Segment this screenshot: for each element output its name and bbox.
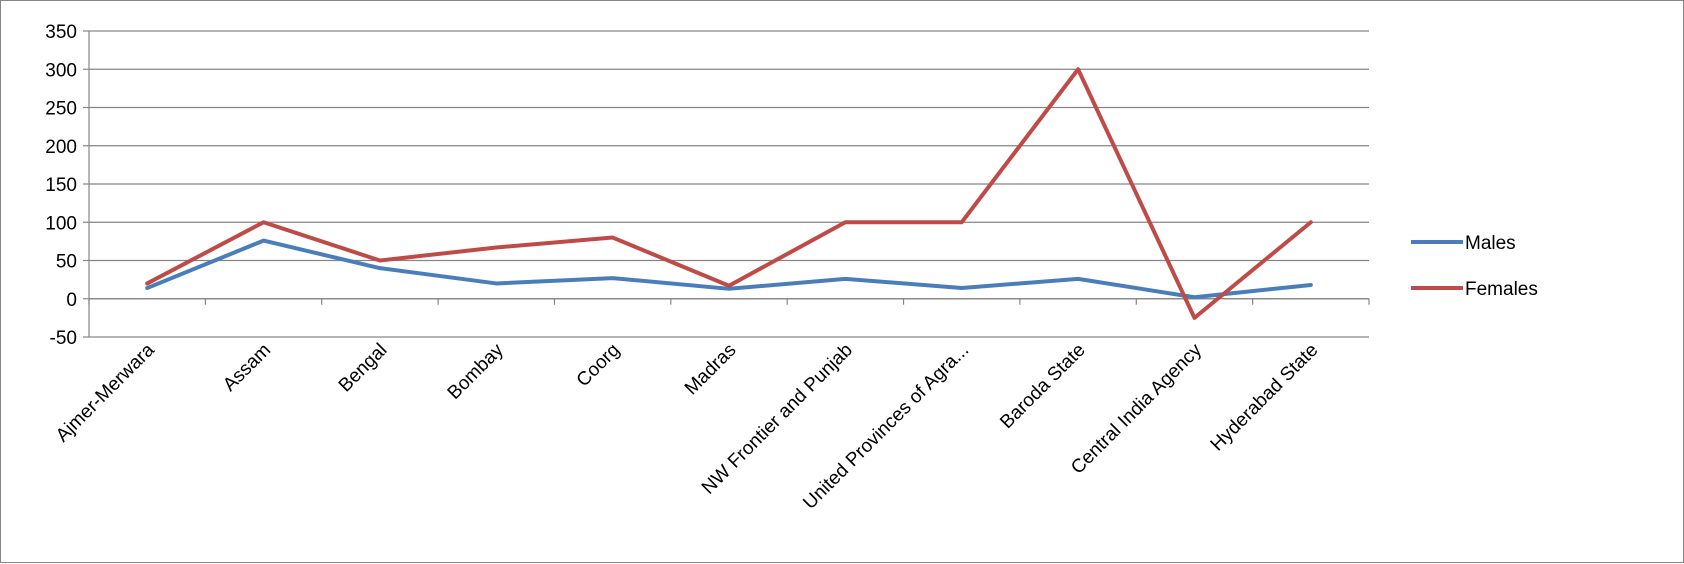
- x-tick-label: Coorg: [573, 340, 624, 391]
- y-tick-label: 50: [56, 252, 77, 273]
- x-tick-label: Bombay: [444, 339, 508, 403]
- axes: [83, 30, 1370, 338]
- gridlines: [89, 30, 1369, 338]
- series-line-males: [145, 238, 1313, 300]
- y-tick-label: 200: [45, 137, 77, 158]
- y-tick-label: -50: [50, 328, 77, 349]
- series-lines: [145, 67, 1313, 320]
- y-tick-label: 300: [45, 60, 77, 81]
- x-tick-label: Assam: [219, 340, 275, 396]
- x-tick-label: Madras: [681, 340, 741, 400]
- x-axis-tick-labels: Ajmer-Merwara Assam Bengal Bombay Coorg Madra…: [52, 339, 1322, 513]
- y-tick-label: 250: [45, 99, 77, 120]
- x-tick-label: Hyderabad State: [1207, 340, 1323, 456]
- x-tick-label: Baroda State: [996, 340, 1089, 433]
- y-tick-label: 350: [45, 22, 77, 43]
- y-tick-label: 150: [45, 175, 77, 196]
- legend-label-males: Males: [1465, 233, 1516, 254]
- legend-label-females: Females: [1465, 279, 1538, 300]
- y-tick-label: 100: [45, 213, 77, 234]
- y-tick-label: 0: [66, 290, 77, 311]
- x-tick-label: Central India Agency: [1067, 339, 1206, 478]
- legend: Males Females: [1411, 233, 1538, 300]
- x-tick-label: Bengal: [335, 340, 392, 397]
- x-tick-label: Ajmer-Merwara: [52, 339, 159, 446]
- y-axis-tick-labels: 350 300 250 200 150 100 50 0 -50: [45, 22, 77, 349]
- series-line-females: [145, 67, 1313, 320]
